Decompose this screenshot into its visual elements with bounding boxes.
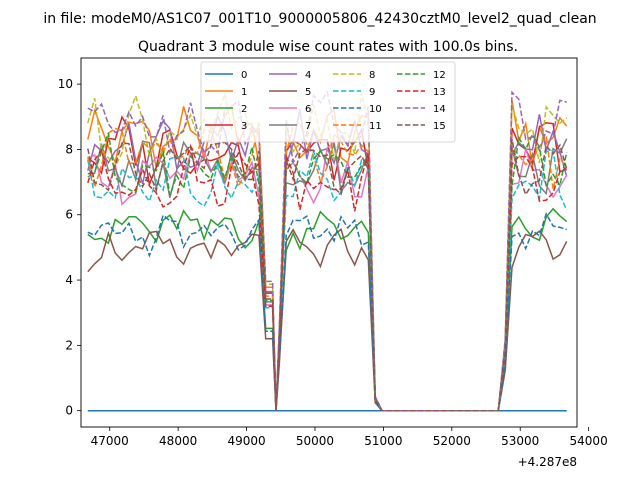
legend-label-10: 10 [369,104,382,115]
chart-suptitle: in file: modeM0/AS1C07_001T10_9000005806… [43,11,596,27]
legend-label-9: 9 [369,87,375,98]
legend-label-15: 15 [433,121,446,132]
legend-label-2: 2 [241,104,247,115]
x-tick-label: 47000 [91,434,129,448]
legend-label-7: 7 [305,121,311,132]
legend-label-11: 11 [369,121,382,132]
legend-label-0: 0 [241,70,247,81]
x-tick-label: 52000 [433,434,471,448]
x-offset-label: +4.287e8 [518,455,577,469]
legend-label-13: 13 [433,87,446,98]
legend-label-8: 8 [369,70,375,81]
x-tick-label: 48000 [159,434,197,448]
legend-label-5: 5 [305,87,311,98]
chart-title: Quadrant 3 module wise count rates with … [138,39,518,55]
legend-label-6: 6 [305,104,311,115]
y-tick-label: 6 [65,208,73,222]
legend-label-3: 3 [241,121,247,132]
axis-layer: 47000 48000 49000 50000 51000 52000 53000 54000… [58,77,608,448]
y-tick-label: 2 [65,338,73,352]
legend-label-12: 12 [433,70,446,81]
y-tick-label: 10 [58,77,73,91]
x-tick-label: 51000 [364,434,402,448]
series-line-11 [87,121,568,412]
plot-frame [80,57,578,428]
series-line-12 [87,132,568,412]
x-tick-label: 53000 [501,434,539,448]
series-layer [87,90,568,412]
series-line-15 [87,139,568,412]
y-tick-label: 8 [65,142,73,156]
y-tick-label: 4 [65,273,73,287]
x-tick-label: 50000 [296,434,334,448]
y-tick-label: 0 [65,404,73,418]
legend-label-1: 1 [241,87,247,98]
legend-label-4: 4 [305,70,311,81]
x-tick-label: 49000 [227,434,265,448]
legend-box [200,61,456,143]
legend-label-14: 14 [433,104,446,115]
x-tick-label: 54000 [570,434,608,448]
